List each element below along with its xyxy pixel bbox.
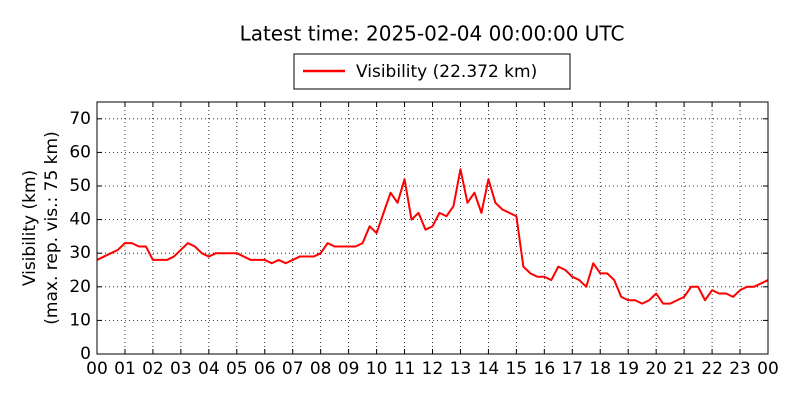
x-tick-label: 20 — [645, 359, 667, 379]
x-tick-label: 12 — [422, 359, 444, 379]
y-tick-label: 20 — [69, 277, 91, 297]
x-tick-label: 10 — [366, 359, 388, 379]
x-tick-label: 15 — [506, 359, 528, 379]
x-tick-label: 23 — [729, 359, 751, 379]
y-axis-label: Visibility (km) — [20, 170, 40, 286]
plot-frame — [96, 101, 769, 355]
y-tick-label: 40 — [69, 210, 91, 230]
x-tick-label: 09 — [338, 359, 360, 379]
chart-title: Latest time: 2025-02-04 00:00:00 UTC — [240, 22, 625, 46]
x-tick-label: 00 — [757, 359, 779, 379]
x-tick-label: 16 — [534, 359, 556, 379]
x-tick-label: 08 — [310, 359, 332, 379]
y-tick-label: 60 — [69, 142, 91, 162]
x-tick-label: 13 — [450, 359, 472, 379]
x-tick-label: 07 — [282, 359, 304, 379]
x-tick-label: 19 — [617, 359, 639, 379]
y-tick-label: 50 — [69, 176, 91, 196]
x-tick-label: 00 — [86, 359, 108, 379]
x-tick-label: 14 — [478, 359, 500, 379]
x-tick-label: 04 — [198, 359, 220, 379]
y-tick-label: 10 — [69, 310, 91, 330]
x-tick-label: 05 — [226, 359, 248, 379]
y-tick-label: 0 — [80, 344, 91, 364]
x-tick-label: 11 — [394, 359, 416, 379]
x-tick-label: 21 — [673, 359, 695, 379]
y-tick-label: 30 — [69, 243, 91, 263]
x-tick-label: 17 — [561, 359, 583, 379]
x-tick-label: 01 — [114, 359, 136, 379]
line — [96, 168, 769, 305]
y-tick-label: 70 — [69, 109, 91, 129]
x-tick-label: 02 — [142, 359, 164, 379]
x-tick-label: 03 — [170, 359, 192, 379]
x-tick-label: 18 — [589, 359, 611, 379]
legend-label: Visibility (22.372 km) — [356, 62, 537, 82]
x-tick-label: 06 — [254, 359, 276, 379]
y-axis-label: (max. rep. vis.: 75 km) — [42, 131, 62, 324]
x-tick-label: 22 — [701, 359, 723, 379]
